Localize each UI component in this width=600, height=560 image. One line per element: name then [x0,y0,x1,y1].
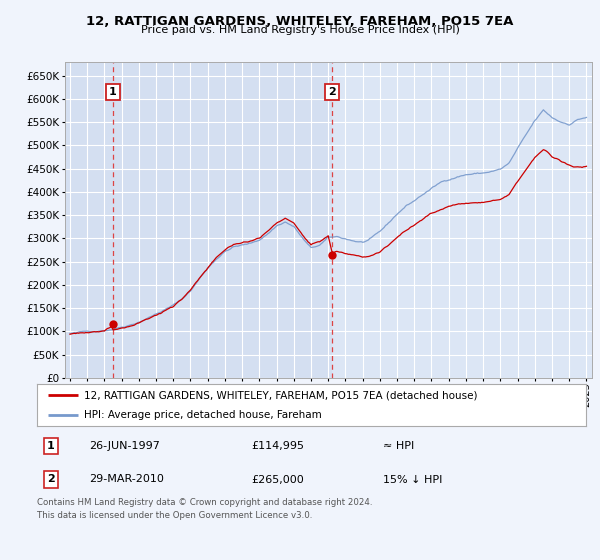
Text: Price paid vs. HM Land Registry's House Price Index (HPI): Price paid vs. HM Land Registry's House … [140,25,460,35]
Text: 12, RATTIGAN GARDENS, WHITELEY, FAREHAM, PO15 7EA: 12, RATTIGAN GARDENS, WHITELEY, FAREHAM,… [86,15,514,27]
Text: 29-MAR-2010: 29-MAR-2010 [89,474,164,484]
Text: 2: 2 [47,474,55,484]
Text: ≈ HPI: ≈ HPI [383,441,415,451]
Text: £114,995: £114,995 [251,441,304,451]
Text: 2: 2 [328,87,336,97]
Text: 15% ↓ HPI: 15% ↓ HPI [383,474,442,484]
Text: 26-JUN-1997: 26-JUN-1997 [89,441,160,451]
Text: 1: 1 [109,87,117,97]
Text: £265,000: £265,000 [251,474,304,484]
Bar [65,62,332,378]
Text: HPI: Average price, detached house, Fareham: HPI: Average price, detached house, Fare… [84,410,322,420]
Text: Contains HM Land Registry data © Crown copyright and database right 2024.
This d: Contains HM Land Registry data © Crown c… [37,498,373,520]
Text: 12, RATTIGAN GARDENS, WHITELEY, FAREHAM, PO15 7EA (detached house): 12, RATTIGAN GARDENS, WHITELEY, FAREHAM,… [84,390,478,400]
Text: 1: 1 [47,441,55,451]
